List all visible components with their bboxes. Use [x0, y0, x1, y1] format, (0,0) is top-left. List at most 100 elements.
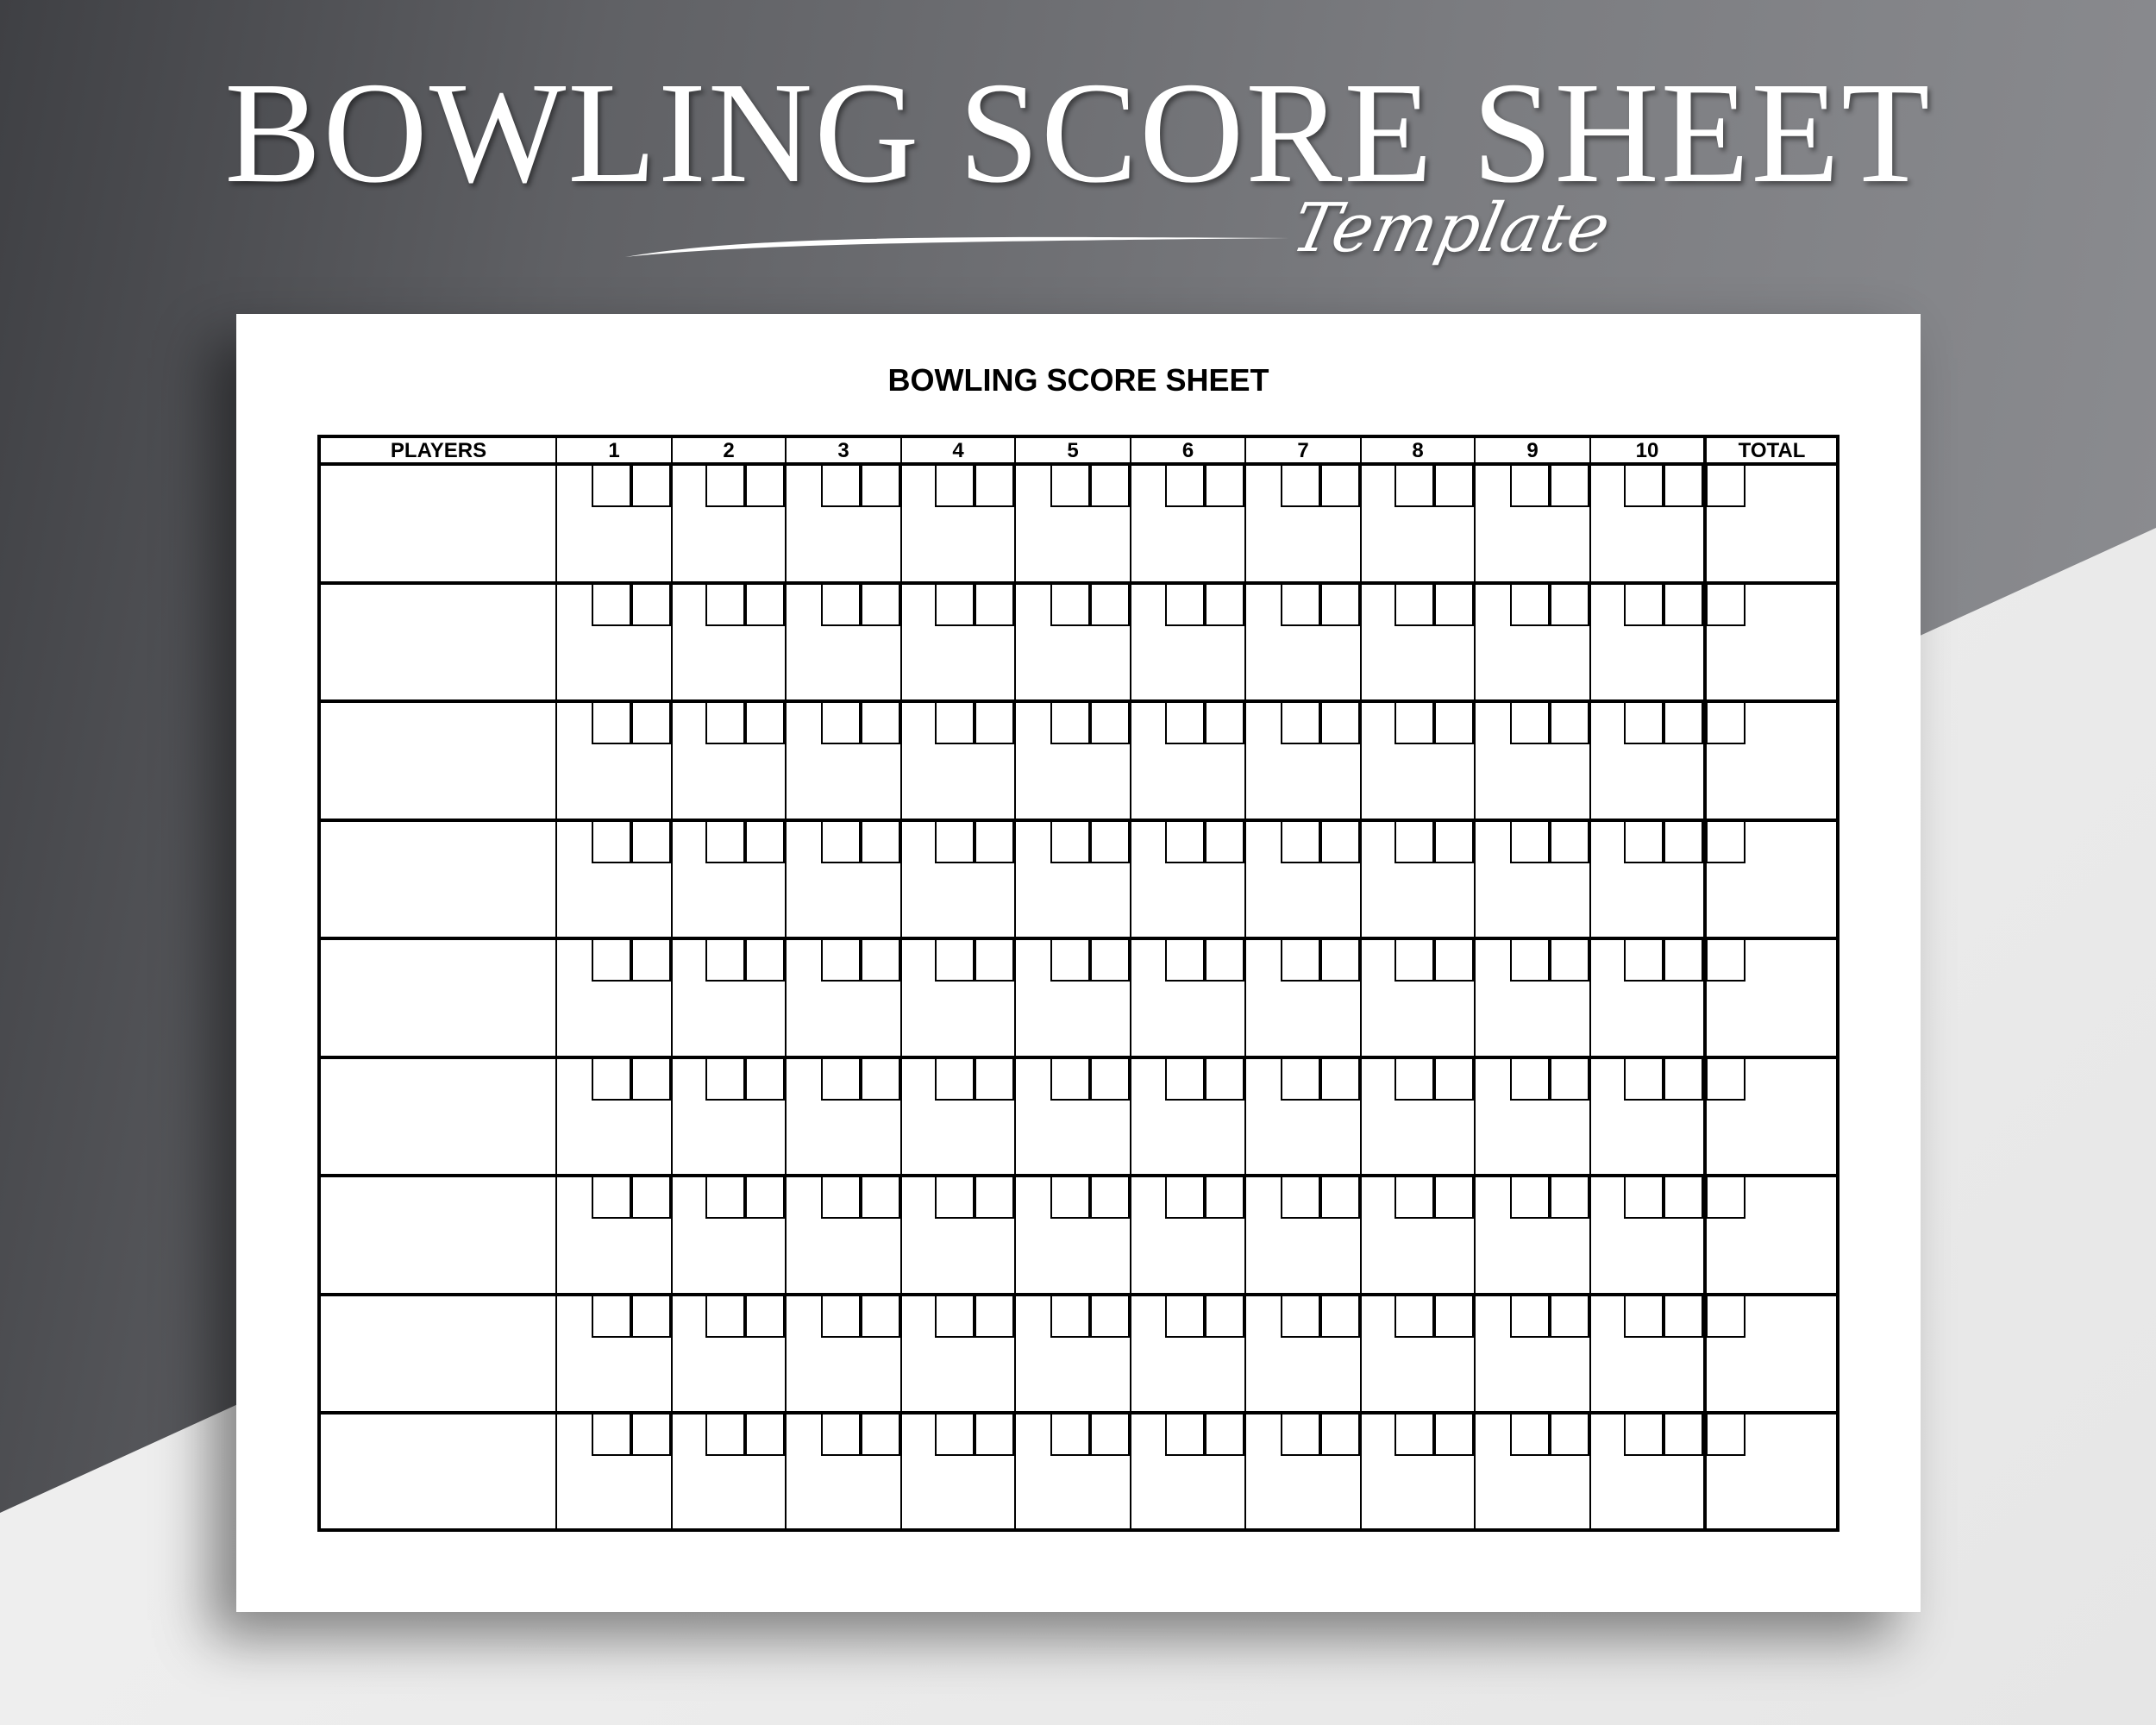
- frame-7-ball-2-box[interactable]: [1320, 821, 1360, 863]
- frame-8-ball-2-box[interactable]: [1434, 1414, 1474, 1456]
- frame-1-ball-2-box[interactable]: [631, 1414, 671, 1456]
- frame-6-ball-1-box[interactable]: [1165, 466, 1205, 507]
- frame-10-ball-1-box[interactable]: [1624, 1295, 1664, 1338]
- frame-3-ball-1-box[interactable]: [821, 1177, 861, 1219]
- total-box[interactable]: [1706, 1177, 1745, 1219]
- frame-8-ball-1-box[interactable]: [1395, 940, 1434, 982]
- frame-9-ball-1-box[interactable]: [1510, 1177, 1550, 1219]
- frame-2-ball-1-box[interactable]: [705, 1058, 745, 1101]
- frame-9-ball-1-box[interactable]: [1510, 1295, 1550, 1338]
- frame-5-ball-1-box[interactable]: [1050, 1414, 1090, 1456]
- frame-1-ball-1-box[interactable]: [592, 1295, 631, 1338]
- frame-3-ball-1-box[interactable]: [821, 940, 861, 982]
- frame-3-ball-2-box[interactable]: [861, 1058, 900, 1101]
- frame-4-ball-2-box[interactable]: [975, 1177, 1014, 1219]
- frame-7-ball-2-box[interactable]: [1320, 1295, 1360, 1338]
- frame-10-ball-2-box[interactable]: [1664, 584, 1703, 626]
- frame-5-ball-1-box[interactable]: [1050, 940, 1090, 982]
- frame-1-ball-1-box[interactable]: [592, 1414, 631, 1456]
- frame-3-ball-1-box[interactable]: [821, 1295, 861, 1338]
- frame-9-ball-2-box[interactable]: [1550, 1058, 1589, 1101]
- frame-1-ball-2-box[interactable]: [631, 1295, 671, 1338]
- frame-5-ball-2-box[interactable]: [1090, 1058, 1130, 1101]
- frame-10-ball-2-box[interactable]: [1664, 940, 1703, 982]
- frame-3-ball-1-box[interactable]: [821, 821, 861, 863]
- frame-4-ball-2-box[interactable]: [975, 584, 1014, 626]
- frame-4-ball-1-box[interactable]: [935, 1177, 975, 1219]
- frame-1-ball-2-box[interactable]: [631, 584, 671, 626]
- frame-5-ball-1-box[interactable]: [1050, 1177, 1090, 1219]
- frame-8-ball-2-box[interactable]: [1434, 584, 1474, 626]
- frame-6-ball-1-box[interactable]: [1165, 703, 1205, 744]
- frame-5-ball-1-box[interactable]: [1050, 703, 1090, 744]
- frame-9-ball-2-box[interactable]: [1550, 1414, 1589, 1456]
- frame-9-ball-1-box[interactable]: [1510, 1414, 1550, 1456]
- frame-2-ball-1-box[interactable]: [705, 703, 745, 744]
- frame-4-ball-1-box[interactable]: [935, 466, 975, 507]
- frame-6-ball-1-box[interactable]: [1165, 1058, 1205, 1101]
- frame-2-ball-2-box[interactable]: [745, 466, 785, 507]
- frame-4-ball-2-box[interactable]: [975, 821, 1014, 863]
- frame-3-ball-2-box[interactable]: [861, 466, 900, 507]
- frame-7-ball-1-box[interactable]: [1281, 1058, 1320, 1101]
- frame-6-ball-1-box[interactable]: [1165, 1414, 1205, 1456]
- frame-5-ball-2-box[interactable]: [1090, 1414, 1130, 1456]
- frame-1-ball-2-box[interactable]: [631, 821, 671, 863]
- frame-5-ball-2-box[interactable]: [1090, 703, 1130, 744]
- frame-4-ball-1-box[interactable]: [935, 1058, 975, 1101]
- total-box[interactable]: [1706, 1295, 1745, 1338]
- player-name-cell[interactable]: [321, 1414, 555, 1530]
- frame-8-ball-1-box[interactable]: [1395, 1295, 1434, 1338]
- player-name-cell[interactable]: [321, 1296, 555, 1412]
- frame-8-ball-1-box[interactable]: [1395, 584, 1434, 626]
- frame-9-ball-2-box[interactable]: [1550, 466, 1589, 507]
- frame-8-ball-2-box[interactable]: [1434, 1177, 1474, 1219]
- frame-8-ball-1-box[interactable]: [1395, 1177, 1434, 1219]
- frame-9-ball-2-box[interactable]: [1550, 703, 1589, 744]
- frame-4-ball-1-box[interactable]: [935, 703, 975, 744]
- total-box[interactable]: [1706, 584, 1745, 626]
- frame-1-ball-1-box[interactable]: [592, 940, 631, 982]
- frame-5-ball-2-box[interactable]: [1090, 821, 1130, 863]
- frame-4-ball-2-box[interactable]: [975, 940, 1014, 982]
- frame-7-ball-2-box[interactable]: [1320, 1058, 1360, 1101]
- frame-8-ball-1-box[interactable]: [1395, 821, 1434, 863]
- frame-1-ball-1-box[interactable]: [592, 584, 631, 626]
- player-name-cell[interactable]: [321, 822, 555, 938]
- frame-3-ball-2-box[interactable]: [861, 1414, 900, 1456]
- frame-10-ball-2-box[interactable]: [1664, 466, 1703, 507]
- frame-7-ball-1-box[interactable]: [1281, 584, 1320, 626]
- frame-4-ball-2-box[interactable]: [975, 1058, 1014, 1101]
- frame-6-ball-2-box[interactable]: [1205, 821, 1244, 863]
- frame-10-ball-2-box[interactable]: [1664, 821, 1703, 863]
- total-box[interactable]: [1706, 1414, 1745, 1456]
- frame-1-ball-1-box[interactable]: [592, 1177, 631, 1219]
- frame-6-ball-2-box[interactable]: [1205, 584, 1244, 626]
- frame-10-ball-1-box[interactable]: [1624, 1177, 1664, 1219]
- frame-1-ball-1-box[interactable]: [592, 821, 631, 863]
- player-name-cell[interactable]: [321, 1177, 555, 1293]
- frame-2-ball-2-box[interactable]: [745, 1414, 785, 1456]
- frame-4-ball-2-box[interactable]: [975, 703, 1014, 744]
- frame-3-ball-2-box[interactable]: [861, 1177, 900, 1219]
- frame-2-ball-2-box[interactable]: [745, 940, 785, 982]
- frame-6-ball-2-box[interactable]: [1205, 466, 1244, 507]
- frame-7-ball-1-box[interactable]: [1281, 1295, 1320, 1338]
- frame-9-ball-1-box[interactable]: [1510, 1058, 1550, 1101]
- frame-3-ball-1-box[interactable]: [821, 703, 861, 744]
- frame-1-ball-2-box[interactable]: [631, 1177, 671, 1219]
- frame-9-ball-1-box[interactable]: [1510, 703, 1550, 744]
- frame-7-ball-2-box[interactable]: [1320, 1177, 1360, 1219]
- frame-8-ball-1-box[interactable]: [1395, 703, 1434, 744]
- frame-5-ball-2-box[interactable]: [1090, 466, 1130, 507]
- frame-5-ball-1-box[interactable]: [1050, 1058, 1090, 1101]
- frame-2-ball-1-box[interactable]: [705, 466, 745, 507]
- frame-5-ball-1-box[interactable]: [1050, 1295, 1090, 1338]
- frame-10-ball-2-box[interactable]: [1664, 1058, 1703, 1101]
- frame-6-ball-1-box[interactable]: [1165, 1177, 1205, 1219]
- frame-2-ball-1-box[interactable]: [705, 584, 745, 626]
- frame-4-ball-1-box[interactable]: [935, 1414, 975, 1456]
- frame-5-ball-2-box[interactable]: [1090, 584, 1130, 626]
- frame-8-ball-2-box[interactable]: [1434, 703, 1474, 744]
- frame-8-ball-2-box[interactable]: [1434, 1058, 1474, 1101]
